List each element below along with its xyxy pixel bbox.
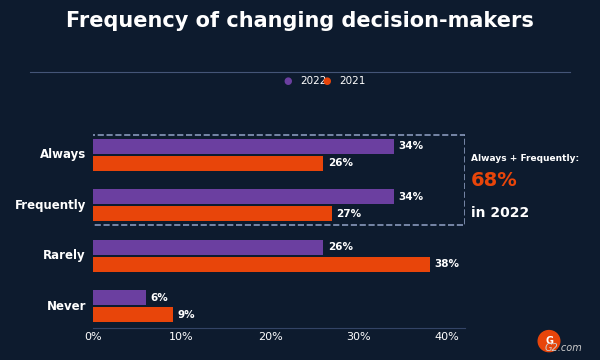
Bar bbox=[93, 257, 430, 272]
Text: ●: ● bbox=[284, 76, 292, 86]
Circle shape bbox=[538, 330, 560, 352]
Bar bbox=[93, 139, 394, 154]
Bar bbox=[93, 240, 323, 255]
Bar bbox=[77, 135, 465, 225]
Text: 2022: 2022 bbox=[300, 76, 326, 86]
Text: Frequently: Frequently bbox=[14, 199, 86, 212]
Bar bbox=[93, 307, 173, 322]
Text: ●: ● bbox=[323, 76, 331, 86]
Text: 6%: 6% bbox=[151, 293, 169, 303]
Bar bbox=[93, 206, 332, 221]
Text: Frequency of changing decision-makers: Frequency of changing decision-makers bbox=[66, 11, 534, 31]
Text: 2021: 2021 bbox=[339, 76, 365, 86]
Text: 26%: 26% bbox=[328, 242, 353, 252]
Text: 68%: 68% bbox=[471, 171, 518, 190]
Bar bbox=[93, 291, 146, 305]
Text: 27%: 27% bbox=[337, 209, 362, 219]
Text: 34%: 34% bbox=[398, 192, 424, 202]
Bar bbox=[93, 189, 394, 204]
Text: G2.com: G2.com bbox=[544, 343, 582, 353]
Text: 34%: 34% bbox=[398, 141, 424, 152]
Text: in 2022: in 2022 bbox=[471, 206, 529, 220]
Text: G: G bbox=[545, 336, 553, 346]
Text: Never: Never bbox=[46, 300, 86, 313]
Text: 26%: 26% bbox=[328, 158, 353, 168]
Text: 38%: 38% bbox=[434, 259, 459, 269]
Text: Always + Frequently:: Always + Frequently: bbox=[471, 154, 579, 163]
Bar bbox=[93, 156, 323, 171]
Text: 9%: 9% bbox=[177, 310, 195, 320]
Text: Always: Always bbox=[40, 148, 86, 161]
Text: Rarely: Rarely bbox=[43, 249, 86, 262]
